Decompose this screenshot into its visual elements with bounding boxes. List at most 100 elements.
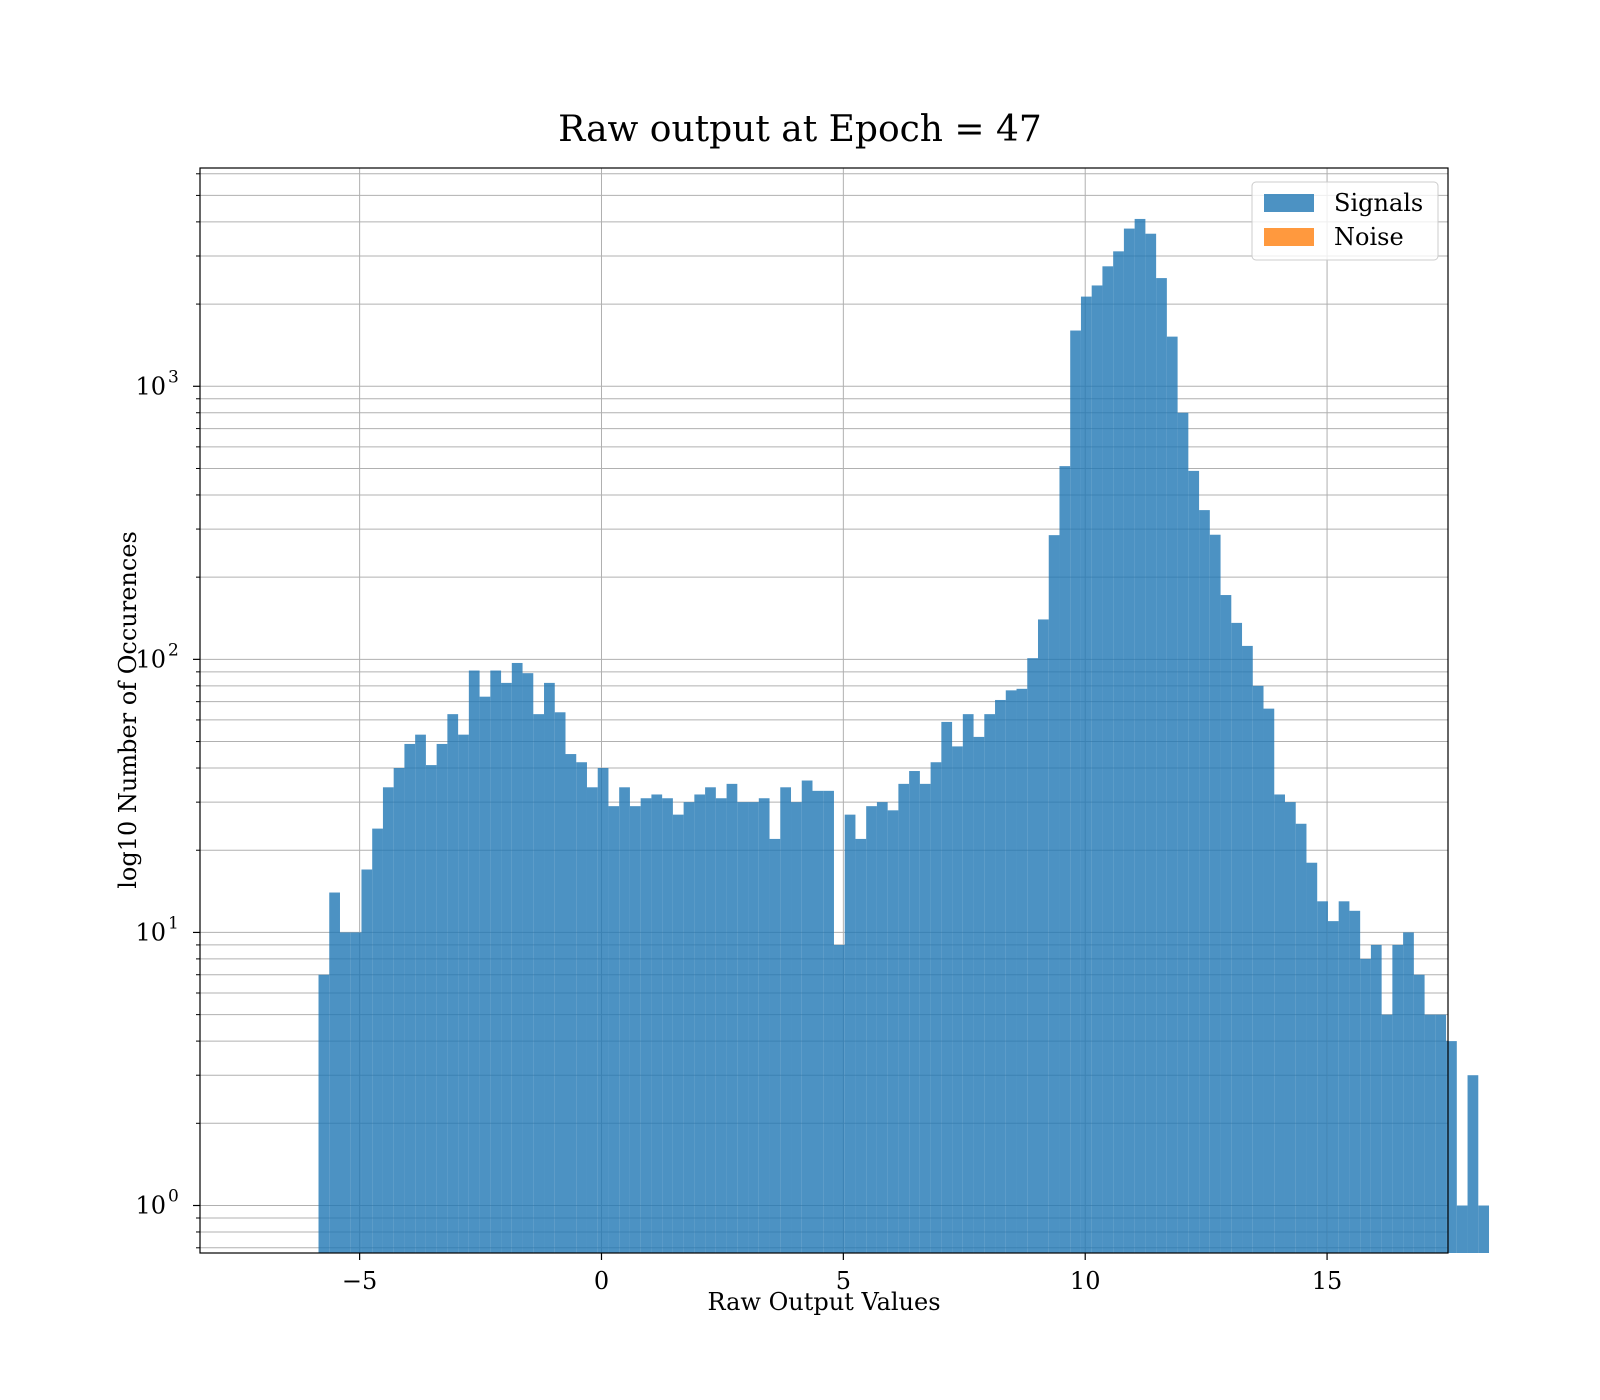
bar-signals (1059, 466, 1071, 1253)
legend-swatch-noise (1264, 228, 1314, 246)
bar-signals (844, 814, 856, 1253)
x-tick-label: 5 (836, 1267, 851, 1295)
bar-signals (490, 670, 502, 1253)
bar-signals (833, 944, 845, 1253)
bar-signals (1349, 910, 1361, 1253)
bar-signals (554, 712, 566, 1253)
x-axis-ticks: −5 0 5 10 15 (342, 1253, 1342, 1295)
bar-signals (801, 780, 813, 1253)
x-tick-label: 0 (594, 1267, 609, 1295)
bar-signals (876, 802, 888, 1253)
bar-signals (1037, 619, 1049, 1253)
bar-signals (1446, 1041, 1457, 1253)
bar-signals (984, 714, 996, 1253)
bar-signals (962, 714, 974, 1253)
bar-signals (715, 798, 727, 1253)
bar-signals (1134, 218, 1146, 1254)
bar-signals (640, 798, 652, 1253)
chart-title: Raw output at Epoch = 47 (558, 109, 1042, 150)
bar-signals (522, 673, 534, 1253)
x-axis-label: Raw Output Values (707, 1288, 940, 1316)
bar-signals (694, 794, 706, 1253)
bar-signals (855, 838, 867, 1253)
bar-signals (329, 892, 340, 1253)
bar-signals (1381, 1014, 1393, 1253)
bar-signals (1070, 330, 1081, 1253)
y-tick-exponent: 2 (168, 640, 179, 660)
bar-signals (1403, 932, 1414, 1253)
bar-signals (1188, 470, 1200, 1253)
bar-signals (415, 734, 426, 1253)
bar-signals (586, 787, 598, 1253)
bar-signals (468, 670, 480, 1253)
bar-signals (425, 765, 437, 1253)
bar-signals (382, 787, 394, 1253)
bar-signals (651, 794, 663, 1253)
bar-signals (447, 714, 459, 1253)
bar-signals (1102, 266, 1114, 1253)
bar-signals (1295, 823, 1307, 1253)
bar-signals (1252, 685, 1264, 1253)
bar-signals (361, 869, 373, 1253)
x-tick-label: 15 (1312, 1267, 1343, 1295)
bar-signals (683, 802, 695, 1253)
legend-label-signals: Signals (1334, 189, 1423, 217)
bar-signals (565, 754, 577, 1253)
bar-signals (909, 771, 920, 1253)
histogram-bars (318, 218, 1490, 1254)
bar-signals (812, 790, 824, 1253)
bar-signals (350, 932, 362, 1253)
legend-label-noise: Noise (1334, 223, 1404, 251)
bar-signals (1123, 228, 1135, 1253)
bar-signals (866, 806, 877, 1253)
legend: Signals Noise (1251, 181, 1439, 261)
bar-signals (1435, 1014, 1447, 1253)
legend-swatch-signals (1264, 194, 1314, 212)
bar-signals (780, 787, 792, 1253)
bar-signals (1080, 296, 1092, 1253)
y-tick-exponent: 1 (168, 913, 179, 933)
bar-signals (1370, 944, 1382, 1253)
bar-signals (1005, 690, 1017, 1253)
y-tick-label: 10 (135, 1192, 166, 1220)
bar-signals (952, 746, 963, 1253)
bar-signals (1166, 336, 1178, 1253)
bar-signals (544, 682, 555, 1253)
bar-signals (823, 790, 834, 1253)
bar-signals (1027, 658, 1038, 1253)
bar-signals (339, 932, 351, 1253)
bar-signals (1360, 958, 1371, 1253)
bar-signals (737, 802, 749, 1253)
bar-signals (995, 699, 1006, 1253)
bar-signals (393, 768, 405, 1253)
bar-signals (597, 768, 609, 1253)
bar-signals (930, 762, 942, 1253)
bar-signals (576, 762, 587, 1253)
bar-signals (1177, 412, 1189, 1253)
bar-signals (1048, 535, 1060, 1253)
bar-signals (533, 714, 545, 1253)
bar-signals (1242, 645, 1253, 1253)
bar-signals (619, 787, 630, 1253)
bar-signals (1016, 688, 1028, 1253)
bar-signals (1156, 278, 1167, 1253)
bar-signals (672, 814, 684, 1253)
bar-signals (1220, 595, 1232, 1253)
x-tick-label: 10 (1070, 1267, 1101, 1295)
bar-signals (1413, 974, 1425, 1253)
y-axis-label: log10 Number of Occurences (114, 531, 142, 889)
bar-signals (1274, 794, 1285, 1253)
bar-signals (1456, 1205, 1468, 1253)
bar-signals (791, 802, 802, 1253)
bar-signals (1199, 510, 1210, 1254)
bar-signals (479, 696, 491, 1253)
bar-signals (758, 798, 770, 1253)
bar-signals (1317, 901, 1328, 1253)
bar-signals (919, 783, 931, 1253)
bar-signals (501, 682, 512, 1253)
y-tick-label: 10 (135, 372, 166, 400)
bar-signals (1113, 251, 1124, 1253)
bar-signals (705, 787, 716, 1253)
y-tick-label: 10 (135, 918, 166, 946)
